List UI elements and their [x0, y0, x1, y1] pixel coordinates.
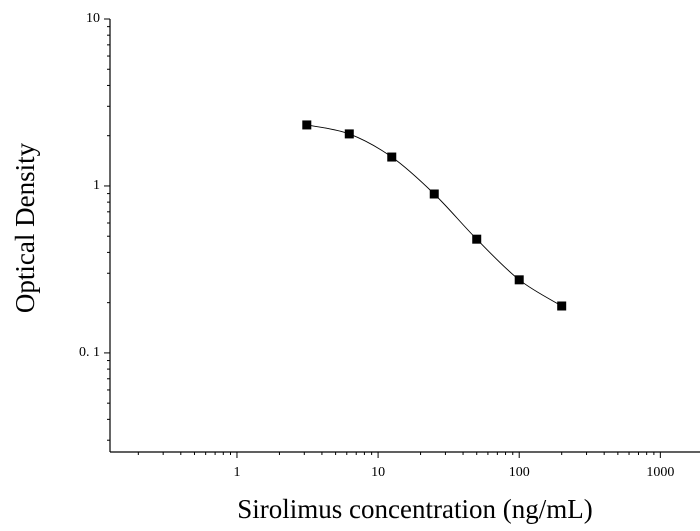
y-tick-label: 10	[86, 11, 100, 26]
x-tick-label: 100	[509, 465, 530, 480]
data-point	[387, 152, 397, 162]
data-point	[472, 234, 482, 244]
x-axis-title: Sirolimus concentration (ng/mL)	[237, 494, 592, 524]
data-point	[514, 275, 524, 285]
y-tick-label: 1	[93, 178, 100, 193]
y-axis-title: Optical Density	[10, 142, 40, 313]
data-point	[557, 301, 567, 311]
data-point	[429, 189, 439, 199]
data-point	[302, 120, 312, 130]
x-tick-label: 1000	[646, 465, 674, 480]
x-tick-label: 10	[371, 465, 385, 480]
y-tick-label: 0. 1	[79, 345, 100, 360]
data-point	[344, 129, 354, 139]
x-tick-label: 1	[233, 465, 240, 480]
